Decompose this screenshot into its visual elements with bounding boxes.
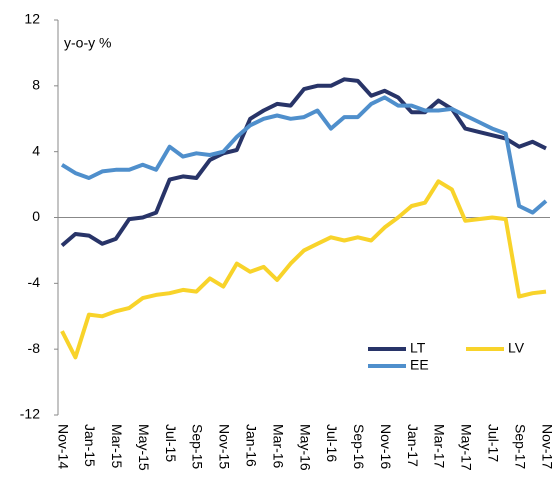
x-tick-label: Sep-15 bbox=[190, 424, 206, 469]
series-line bbox=[60, 95, 548, 215]
x-tick-label: May-17 bbox=[459, 424, 475, 471]
legend-label: LT bbox=[410, 340, 426, 356]
unit-annotation: y-o-y % bbox=[64, 35, 111, 51]
x-tick-label: Jan-16 bbox=[244, 424, 260, 467]
x-tick-label: Mar-16 bbox=[270, 424, 286, 469]
y-tick-label: -4 bbox=[28, 274, 41, 290]
y-tick-label: -12 bbox=[20, 406, 40, 422]
x-tick-label: Sep-16 bbox=[351, 424, 367, 469]
x-tick-label: Nov-14 bbox=[55, 424, 71, 469]
x-tick-label: Sep-17 bbox=[512, 424, 528, 469]
y-tick-label: -8 bbox=[28, 340, 41, 356]
series-line bbox=[60, 77, 547, 248]
x-tick-label: Nov-16 bbox=[378, 424, 394, 469]
x-tick-label: Jul-15 bbox=[163, 424, 179, 462]
x-tick-label: May-15 bbox=[136, 424, 152, 471]
x-tick-label: May-16 bbox=[297, 424, 313, 471]
y-tick-label: 4 bbox=[32, 142, 40, 158]
legend-label: LV bbox=[508, 340, 525, 356]
x-tick-label: Nov-15 bbox=[217, 424, 233, 469]
x-tick-label: Jan-17 bbox=[405, 424, 421, 467]
series-line bbox=[60, 179, 547, 360]
x-tick-label: Nov-17 bbox=[539, 424, 552, 469]
x-tick-label: Mar-17 bbox=[432, 424, 448, 469]
x-tick-label: Jul-16 bbox=[324, 424, 340, 462]
x-tick-label: Jul-17 bbox=[486, 424, 502, 462]
legend-label: EE bbox=[410, 357, 429, 373]
x-tick-label: Jan-15 bbox=[82, 424, 98, 467]
y-tick-label: 0 bbox=[32, 208, 40, 224]
y-tick-label: 8 bbox=[32, 77, 40, 93]
x-tick-label: Mar-15 bbox=[109, 424, 125, 469]
y-tick-label: 12 bbox=[24, 11, 40, 27]
